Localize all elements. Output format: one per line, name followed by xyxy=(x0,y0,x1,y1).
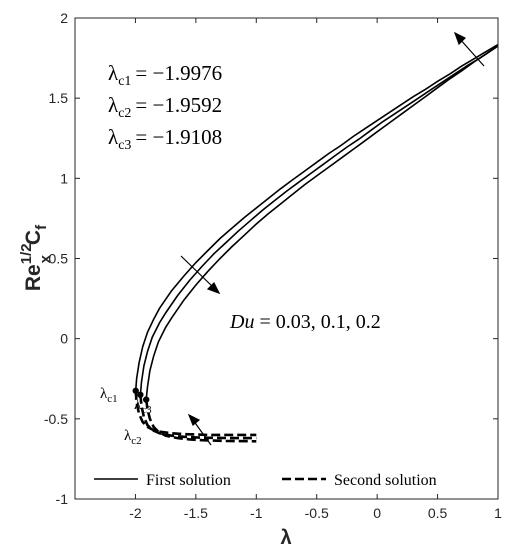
y-tick-label: 2 xyxy=(60,10,68,26)
x-tick-label: 0 xyxy=(373,505,381,521)
y-tick-label: 1 xyxy=(60,170,68,186)
arrow-du-upper xyxy=(453,31,485,67)
y-tick-label: -1 xyxy=(56,491,69,507)
x-axis-ticks: -2 -1.5 -1 -0.5 0 0.5 1 xyxy=(129,18,502,521)
arrow-du-middle xyxy=(180,255,221,295)
critical-point-c2 xyxy=(137,391,144,398)
y-axis-ticks: -1 -0.5 0 0.5 1 1.5 2 xyxy=(44,10,498,507)
y-tick-label: -0.5 xyxy=(44,411,68,427)
curves-layer xyxy=(134,43,499,443)
critical-values-annotation: λc1 = −1.9976 λc2 = −1.9592 λc3 = −1.9108 λc1 λ… xyxy=(100,61,222,447)
critical-points-layer xyxy=(132,387,150,403)
critical-value-c2: λc2 = −1.9592 xyxy=(108,93,222,121)
first-solution-curve-du-0.1 xyxy=(139,45,499,395)
y-tick-label: 0 xyxy=(60,331,68,347)
first-solution-curve-du-0.03 xyxy=(134,43,499,391)
x-tick-label: -1.5 xyxy=(184,505,208,521)
y-tick-label: 1.5 xyxy=(49,90,69,106)
second-solution-curve-du-0.2 xyxy=(144,399,257,443)
legend: First solution Second solution xyxy=(94,472,437,489)
x-axis-label: λ xyxy=(280,527,291,549)
legend-label-first: First solution xyxy=(146,472,231,489)
arrow-du-lower xyxy=(187,413,212,446)
point-label-c3: λc3 xyxy=(134,397,152,416)
x-tick-label: -0.5 xyxy=(305,505,329,521)
du-annotation: Du = 0.03, 0.1, 0.2 xyxy=(229,311,381,333)
y-tick-label: 0.5 xyxy=(49,251,69,267)
x-tick-label: 1 xyxy=(494,505,502,521)
x-tick-label: 0.5 xyxy=(428,505,448,521)
point-label-c1: λc1 xyxy=(100,386,118,405)
legend-label-second: Second solution xyxy=(334,472,437,489)
x-tick-label: -1 xyxy=(250,505,263,521)
point-label-c2: λc2 xyxy=(124,428,142,447)
critical-point-c3 xyxy=(143,396,150,403)
critical-value-c3: λc3 = −1.9108 xyxy=(108,125,222,153)
first-solution-curve-du-0.2 xyxy=(145,44,499,400)
y-axis-label: Re1/2 xCf xyxy=(18,224,54,291)
critical-point-c1 xyxy=(132,387,139,394)
critical-value-c1: λc1 = −1.9976 xyxy=(108,61,222,89)
x-tick-label: -2 xyxy=(129,505,142,521)
second-solution-curve-du-0.03 xyxy=(134,390,257,437)
second-solution-curve-du-0.1 xyxy=(139,394,257,440)
